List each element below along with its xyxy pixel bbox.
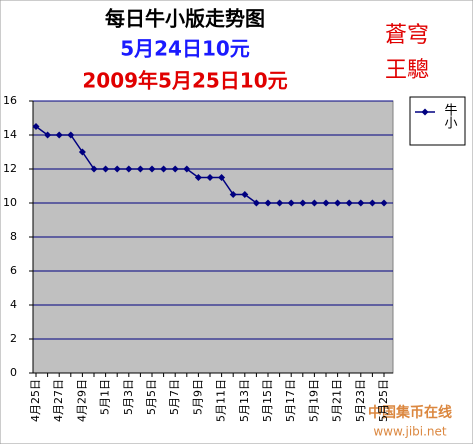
data-point <box>334 199 342 207</box>
x-tick-label: 4月27日 <box>52 379 65 422</box>
x-tick-label: 5月15日 <box>261 379 274 422</box>
data-point <box>148 165 156 173</box>
data-point <box>171 165 179 173</box>
data-point <box>241 191 249 198</box>
data-point <box>67 131 75 139</box>
watermark: www.jibi.net <box>373 425 447 439</box>
data-point <box>229 191 237 198</box>
subtitle: 5月24日10元 <box>120 37 250 61</box>
y-tick-label: 12 <box>3 162 17 175</box>
y-tick-label: 4 <box>10 298 17 311</box>
data-point <box>252 199 260 207</box>
data-point <box>194 174 202 181</box>
x-tick-label: 5月1日 <box>99 379 112 415</box>
data-point <box>136 165 144 173</box>
x-tick-label: 4月25日 <box>29 379 42 422</box>
data-point <box>218 174 226 181</box>
y-tick-label: 6 <box>10 264 17 277</box>
x-tick-label: 5月9日 <box>191 379 204 415</box>
data-point <box>55 131 63 139</box>
x-tick-label: 5月25日 <box>377 379 390 422</box>
x-tick-label: 5月5日 <box>145 379 158 415</box>
y-tick-label: 14 <box>3 128 17 141</box>
data-point <box>322 199 330 207</box>
y-tick-label: 8 <box>10 230 17 243</box>
chart-title: 每日牛小版走势图 <box>105 7 265 31</box>
legend-marker <box>421 108 429 116</box>
data-point <box>102 165 110 173</box>
annotation: 王驄 <box>385 58 429 83</box>
data-point <box>44 131 52 139</box>
data-point <box>206 174 214 181</box>
data-point <box>78 148 86 156</box>
data-point <box>183 165 191 173</box>
y-tick-label: 16 <box>3 94 17 107</box>
y-tick-label: 2 <box>10 332 17 345</box>
legend <box>409 96 466 146</box>
data-point <box>113 165 121 173</box>
data-point <box>310 199 318 207</box>
data-point <box>276 199 284 207</box>
data-point <box>125 165 133 173</box>
data-point <box>345 199 353 207</box>
x-tick-label: 5月11日 <box>215 379 228 422</box>
x-tick-label: 5月23日 <box>354 379 367 422</box>
x-tick-label: 5月13日 <box>238 379 251 422</box>
y-tick-label: 10 <box>3 196 17 209</box>
data-point <box>90 165 98 173</box>
legend-label: 牛小 <box>442 103 458 130</box>
data-point <box>160 165 168 173</box>
watermark: 中国集币在线 <box>368 404 452 421</box>
data-point <box>368 199 376 207</box>
data-point <box>32 123 40 130</box>
x-tick-label: 5月3日 <box>122 379 135 415</box>
x-tick-label: 5月19日 <box>307 379 320 422</box>
subtitle: 2009年5月25日10元 <box>82 69 287 93</box>
x-tick-label: 5月7日 <box>168 379 181 415</box>
y-tick-label: 0 <box>10 366 17 379</box>
data-point <box>299 199 307 207</box>
x-tick-label: 4月29日 <box>75 379 88 422</box>
data-point <box>357 199 365 207</box>
x-tick-label: 5月17日 <box>284 379 297 422</box>
x-tick-label: 5月21日 <box>331 379 344 422</box>
data-point <box>380 199 388 207</box>
data-point <box>287 199 295 207</box>
data-point <box>264 199 272 207</box>
annotation: 蒼穹 <box>385 23 429 48</box>
